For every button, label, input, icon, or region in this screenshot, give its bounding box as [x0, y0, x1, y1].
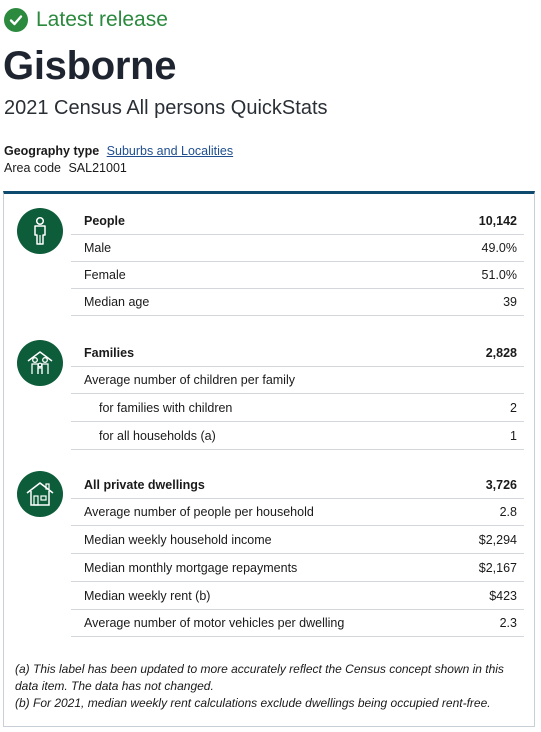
table-row: for all households (a) 1 — [71, 423, 524, 450]
table-row: Median monthly mortgage repayments $2,16… — [71, 555, 524, 582]
table-row: Average number of children per family — [71, 367, 524, 394]
table-row: Median weekly rent (b) $423 — [71, 583, 524, 610]
row-label: Male — [84, 241, 112, 255]
people-label: People — [84, 214, 125, 228]
row-label: Median age — [84, 295, 150, 309]
row-value: $423 — [489, 589, 517, 603]
row-value: 2.8 — [499, 505, 517, 519]
row-value: 49.0% — [481, 241, 517, 255]
footnotes: (a) This label has been updated to more … — [15, 661, 520, 712]
row-value: $2,167 — [478, 561, 517, 575]
dwellings-label: All private dwellings — [84, 478, 205, 492]
row-label: Average number of children per family — [84, 373, 295, 387]
row-label: Median weekly rent (b) — [84, 589, 211, 603]
row-label: Median monthly mortgage repayments — [84, 561, 298, 575]
row-label: for all households (a) — [99, 429, 216, 443]
row-value: 2.3 — [499, 616, 517, 630]
geography-type-link[interactable]: Suburbs and Localities — [106, 144, 234, 158]
dwellings-value: 3,726 — [485, 478, 517, 492]
page-subtitle: 2021 Census All persons QuickStats — [4, 97, 328, 119]
row-label: for families with children — [99, 401, 233, 415]
dwellings-header-row: All private dwellings 3,726 — [71, 472, 524, 499]
page-title: Gisborne — [3, 44, 177, 88]
row-value: 51.0% — [481, 268, 517, 282]
families-header-row: Families 2,828 — [71, 340, 524, 367]
row-label: Median weekly household income — [84, 533, 272, 547]
row-value: $2,294 — [478, 533, 517, 547]
footnote-a: (a) This label has been updated to more … — [15, 662, 504, 693]
table-row: Average number of people per household 2… — [71, 499, 524, 526]
people-value: 10,142 — [478, 214, 517, 228]
geography-info: Geography type Suburbs and Localities Ar… — [4, 143, 233, 177]
table-row: Male 49.0% — [71, 235, 524, 262]
families-label: Families — [84, 346, 135, 360]
row-value: 1 — [510, 429, 517, 443]
family-icon — [17, 340, 63, 386]
table-row: for families with children 2 — [71, 395, 524, 422]
area-code-label: Area code — [4, 161, 61, 175]
row-value: 39 — [503, 295, 517, 309]
area-code-value: SAL21001 — [68, 161, 127, 175]
footnote-b: (b) For 2021, median weekly rent calcula… — [15, 696, 491, 710]
families-value: 2,828 — [485, 346, 517, 360]
person-icon — [17, 208, 63, 254]
table-row: Average number of motor vehicles per dwe… — [71, 610, 524, 637]
check-circle-icon — [4, 8, 28, 32]
table-row: Female 51.0% — [71, 262, 524, 289]
quickstats-card: People 10,142 Male 49.0% Female 51.0% Me… — [3, 191, 535, 727]
row-label: Female — [84, 268, 126, 282]
status-badge-label: Latest release — [36, 8, 168, 31]
geography-type-label: Geography type — [4, 144, 100, 158]
row-label: Average number of people per household — [84, 505, 314, 519]
house-icon — [17, 471, 63, 517]
row-label: Average number of motor vehicles per dwe… — [84, 616, 345, 630]
status-badge: Latest release — [4, 8, 168, 32]
table-row: Median age 39 — [71, 289, 524, 316]
table-row: Median weekly household income $2,294 — [71, 527, 524, 554]
people-header-row: People 10,142 — [71, 208, 524, 235]
row-value: 2 — [510, 401, 517, 415]
